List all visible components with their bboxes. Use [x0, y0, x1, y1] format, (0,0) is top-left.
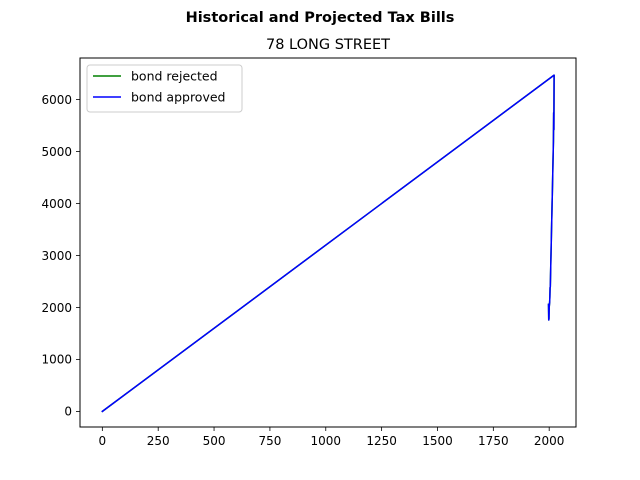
- x-tick-label: 2000: [534, 434, 565, 448]
- x-tick-label: 1000: [310, 434, 341, 448]
- x-tick-label: 500: [203, 434, 226, 448]
- y-tick-label: 6000: [41, 93, 72, 107]
- x-tick-label: 750: [258, 434, 281, 448]
- y-tick-label: 2000: [41, 301, 72, 315]
- series-line-bond-approved: [101, 74, 555, 413]
- legend: bond rejected bond approved: [86, 64, 243, 113]
- y-tick-label: 4000: [41, 197, 72, 211]
- y-tick-label: 0: [64, 405, 72, 419]
- x-tick-label: 1500: [422, 434, 453, 448]
- x-tick-label: 1250: [366, 434, 397, 448]
- x-tick-label: 0: [99, 434, 107, 448]
- x-tick-label: 250: [147, 434, 170, 448]
- plot-frame: [79, 57, 577, 428]
- y-tick-label: 3000: [41, 249, 72, 263]
- legend-label-bond-approved: bond approved: [131, 90, 225, 105]
- y-tick-label: 1000: [41, 353, 72, 367]
- y-axis: 0 1000 2000 3000 4000 5000 6000: [41, 93, 80, 419]
- series-layer: [101, 74, 555, 413]
- x-axis: 0 250 500 750 1000 1250 1500 1750 2000: [99, 427, 565, 448]
- chart-suptitle: Historical and Projected Tax Bills: [186, 10, 455, 26]
- x-tick-label: 1750: [478, 434, 509, 448]
- y-tick-label: 5000: [41, 145, 72, 159]
- legend-box: [86, 64, 243, 113]
- legend-label-bond-rejected: bond rejected: [131, 69, 218, 84]
- chart-title: 78 LONG STREET: [266, 37, 390, 53]
